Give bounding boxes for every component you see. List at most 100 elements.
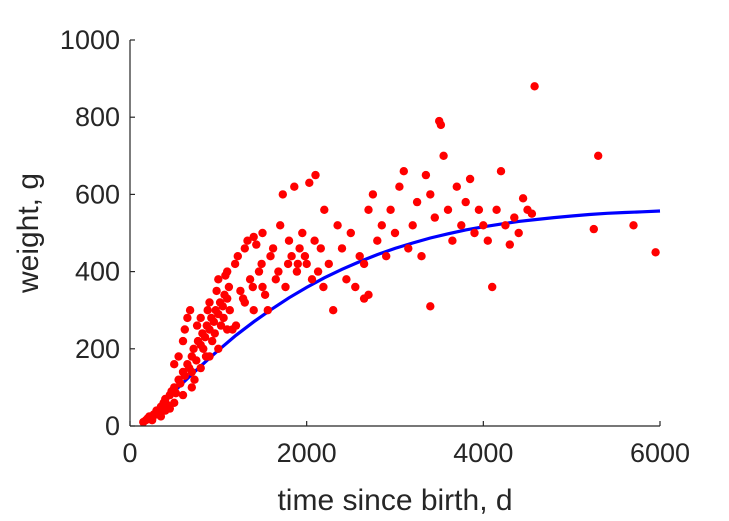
data-point	[223, 294, 232, 303]
data-point	[165, 404, 174, 413]
data-point	[307, 275, 317, 284]
data-point	[629, 221, 638, 230]
y-tick-label: 200	[75, 334, 120, 364]
data-point	[196, 363, 205, 373]
data-point	[300, 252, 310, 261]
data-point	[263, 306, 272, 315]
data-point	[313, 267, 323, 276]
data-point	[527, 209, 537, 218]
data-point	[293, 259, 302, 269]
data-point	[474, 205, 484, 214]
y-axis-label: weight, g	[12, 173, 45, 294]
data-point	[199, 344, 208, 353]
data-point	[180, 325, 189, 334]
data-point	[436, 120, 446, 130]
data-point	[430, 213, 439, 222]
data-point	[171, 389, 181, 398]
data-point	[231, 321, 241, 330]
x-tick-label: 4000	[453, 438, 513, 468]
data-point	[170, 398, 179, 407]
data-point	[373, 236, 382, 245]
data-point	[218, 302, 227, 311]
data-point	[219, 313, 228, 323]
data-point	[248, 282, 257, 292]
data-point	[214, 275, 223, 284]
data-point	[651, 248, 660, 257]
data-point	[505, 240, 514, 249]
data-point	[212, 286, 221, 296]
data-point	[426, 302, 435, 311]
data-point	[249, 306, 258, 315]
data-point	[305, 178, 314, 187]
data-point	[492, 205, 501, 214]
data-point	[200, 333, 210, 342]
data-point	[278, 190, 287, 199]
data-point	[183, 313, 192, 323]
data-point	[346, 228, 355, 238]
data-point	[320, 205, 329, 214]
y-tick-label: 1000	[60, 25, 120, 55]
data-point	[240, 244, 249, 253]
data-point	[190, 375, 199, 384]
data-point	[479, 221, 488, 230]
data-point	[214, 344, 223, 353]
data-point	[240, 298, 249, 307]
data-point	[465, 174, 475, 184]
data-point	[208, 336, 217, 346]
data-point	[205, 298, 214, 307]
data-point	[210, 329, 219, 338]
data-point	[156, 412, 166, 421]
data-point	[274, 267, 283, 276]
x-axis-label: time since birth, d	[277, 484, 512, 517]
data-point	[386, 205, 395, 214]
data-point	[295, 244, 304, 253]
y-tick-label: 0	[105, 411, 120, 441]
data-point	[488, 282, 497, 292]
data-point	[243, 236, 252, 245]
data-point	[205, 352, 214, 361]
data-point	[404, 244, 413, 253]
data-point	[311, 170, 320, 180]
data-point	[180, 371, 189, 380]
plot-area	[139, 82, 661, 427]
data-point	[230, 259, 240, 269]
data-point	[457, 221, 466, 230]
data-point	[594, 151, 603, 160]
data-point	[266, 252, 275, 261]
data-point	[470, 228, 479, 238]
data-point	[399, 167, 408, 176]
fit-curve	[142, 209, 661, 424]
data-point	[178, 390, 188, 400]
data-point	[530, 82, 539, 91]
data-point	[359, 294, 369, 303]
data-point	[170, 360, 179, 369]
data-point	[329, 306, 338, 315]
data-point	[501, 221, 510, 230]
y-tick-label: 400	[75, 257, 120, 287]
data-point	[196, 313, 205, 323]
data-point	[342, 275, 351, 284]
data-point	[271, 275, 280, 284]
data-point	[254, 267, 264, 276]
data-point	[298, 228, 307, 238]
data-point	[439, 151, 448, 160]
data-point	[333, 221, 342, 230]
axes	[129, 40, 660, 427]
data-point	[408, 221, 417, 230]
data-point	[174, 352, 183, 361]
x-tick-label: 0	[122, 438, 137, 468]
data-point	[185, 306, 195, 315]
data-point	[319, 282, 328, 292]
data-point	[223, 267, 232, 276]
data-point	[390, 228, 400, 238]
data-point	[412, 197, 422, 207]
data-point	[448, 236, 457, 245]
data-point	[284, 236, 294, 245]
data-point	[518, 194, 528, 203]
data-point	[187, 367, 196, 377]
data-point	[245, 275, 255, 284]
data-point	[147, 416, 157, 425]
data-point	[187, 383, 196, 392]
data-point	[209, 317, 219, 326]
